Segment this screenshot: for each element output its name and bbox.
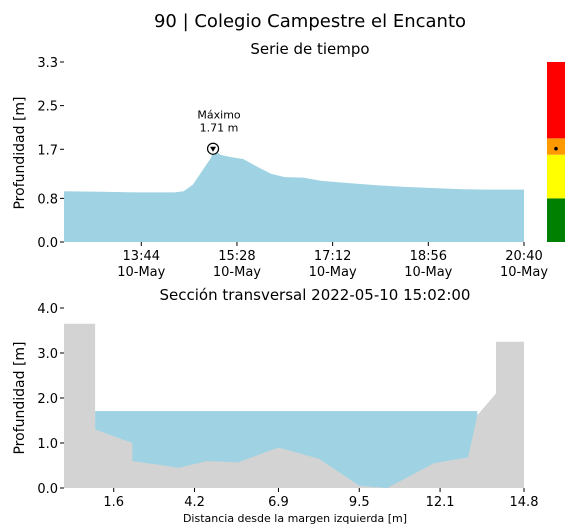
y-tick-label: 2.0 xyxy=(37,392,58,407)
x-tick-label: 1.6 xyxy=(103,495,124,510)
cross-section-ylabel: Profundidad [m] xyxy=(12,341,28,454)
x-tick-time: 17:12 xyxy=(314,249,351,264)
depth-area xyxy=(64,148,524,242)
x-tick-label: 14.8 xyxy=(510,495,539,510)
x-tick-label: 4.2 xyxy=(184,495,205,510)
y-tick-label: 4.0 xyxy=(37,302,58,317)
x-tick-label: 12.1 xyxy=(426,495,455,510)
level-segment xyxy=(547,198,565,242)
x-tick-time: 20:40 xyxy=(505,249,542,264)
terrain-area xyxy=(64,323,524,488)
level-segment xyxy=(547,62,565,139)
max-label: Máximo xyxy=(197,109,241,122)
level-segment xyxy=(547,154,565,199)
y-tick-label: 3.0 xyxy=(37,347,58,362)
level-segment xyxy=(547,138,565,155)
main-title: 90 | Colegio Campestre el Encanto xyxy=(154,11,466,32)
x-tick-date: 10-May xyxy=(117,265,165,280)
x-tick-label: 9.5 xyxy=(349,495,370,510)
cross-section-title: Sección transversal 2022-05-10 15:02:00 xyxy=(160,286,471,304)
x-tick-label: 6.9 xyxy=(268,495,289,510)
timeseries-title: Serie de tiempo xyxy=(250,40,369,58)
x-tick-date: 10-May xyxy=(309,265,357,280)
x-tick-time: 18:56 xyxy=(410,249,447,264)
cross-section-plot: 0.0 1.0 2.0 3.0 4.0 1.6 4.2 6.9 9.5 12.1 14.8 xyxy=(37,302,538,510)
y-tick-label: 2.5 xyxy=(37,100,58,115)
max-value-label: 1.71 m xyxy=(200,122,239,135)
timeseries-ylabel: Profundidad [m] xyxy=(12,96,28,209)
y-tick-label: 3.3 xyxy=(37,56,58,71)
max-marker-arrow-icon xyxy=(210,146,217,152)
x-tick-date: 10-May xyxy=(404,265,452,280)
x-tick-date: 10-May xyxy=(213,265,261,280)
y-tick-label: 0.0 xyxy=(37,236,58,251)
x-tick-time: 13:44 xyxy=(123,249,160,264)
timeseries-plot: 0.00.81.72.53.313:4410-May15:2810-May17:… xyxy=(37,56,548,280)
cross-section-xlabel: Distancia desde la margen izquierda [m] xyxy=(183,512,407,525)
x-tick-date: 10-May xyxy=(500,265,548,280)
y-tick-label: 0.8 xyxy=(37,192,58,207)
level-bar xyxy=(547,62,565,242)
y-tick-label: 0.0 xyxy=(37,482,58,497)
x-tick-time: 15:28 xyxy=(218,249,255,264)
y-tick-label: 1.0 xyxy=(37,437,58,452)
y-tick-label: 1.7 xyxy=(37,143,58,158)
level-marker xyxy=(554,146,558,151)
